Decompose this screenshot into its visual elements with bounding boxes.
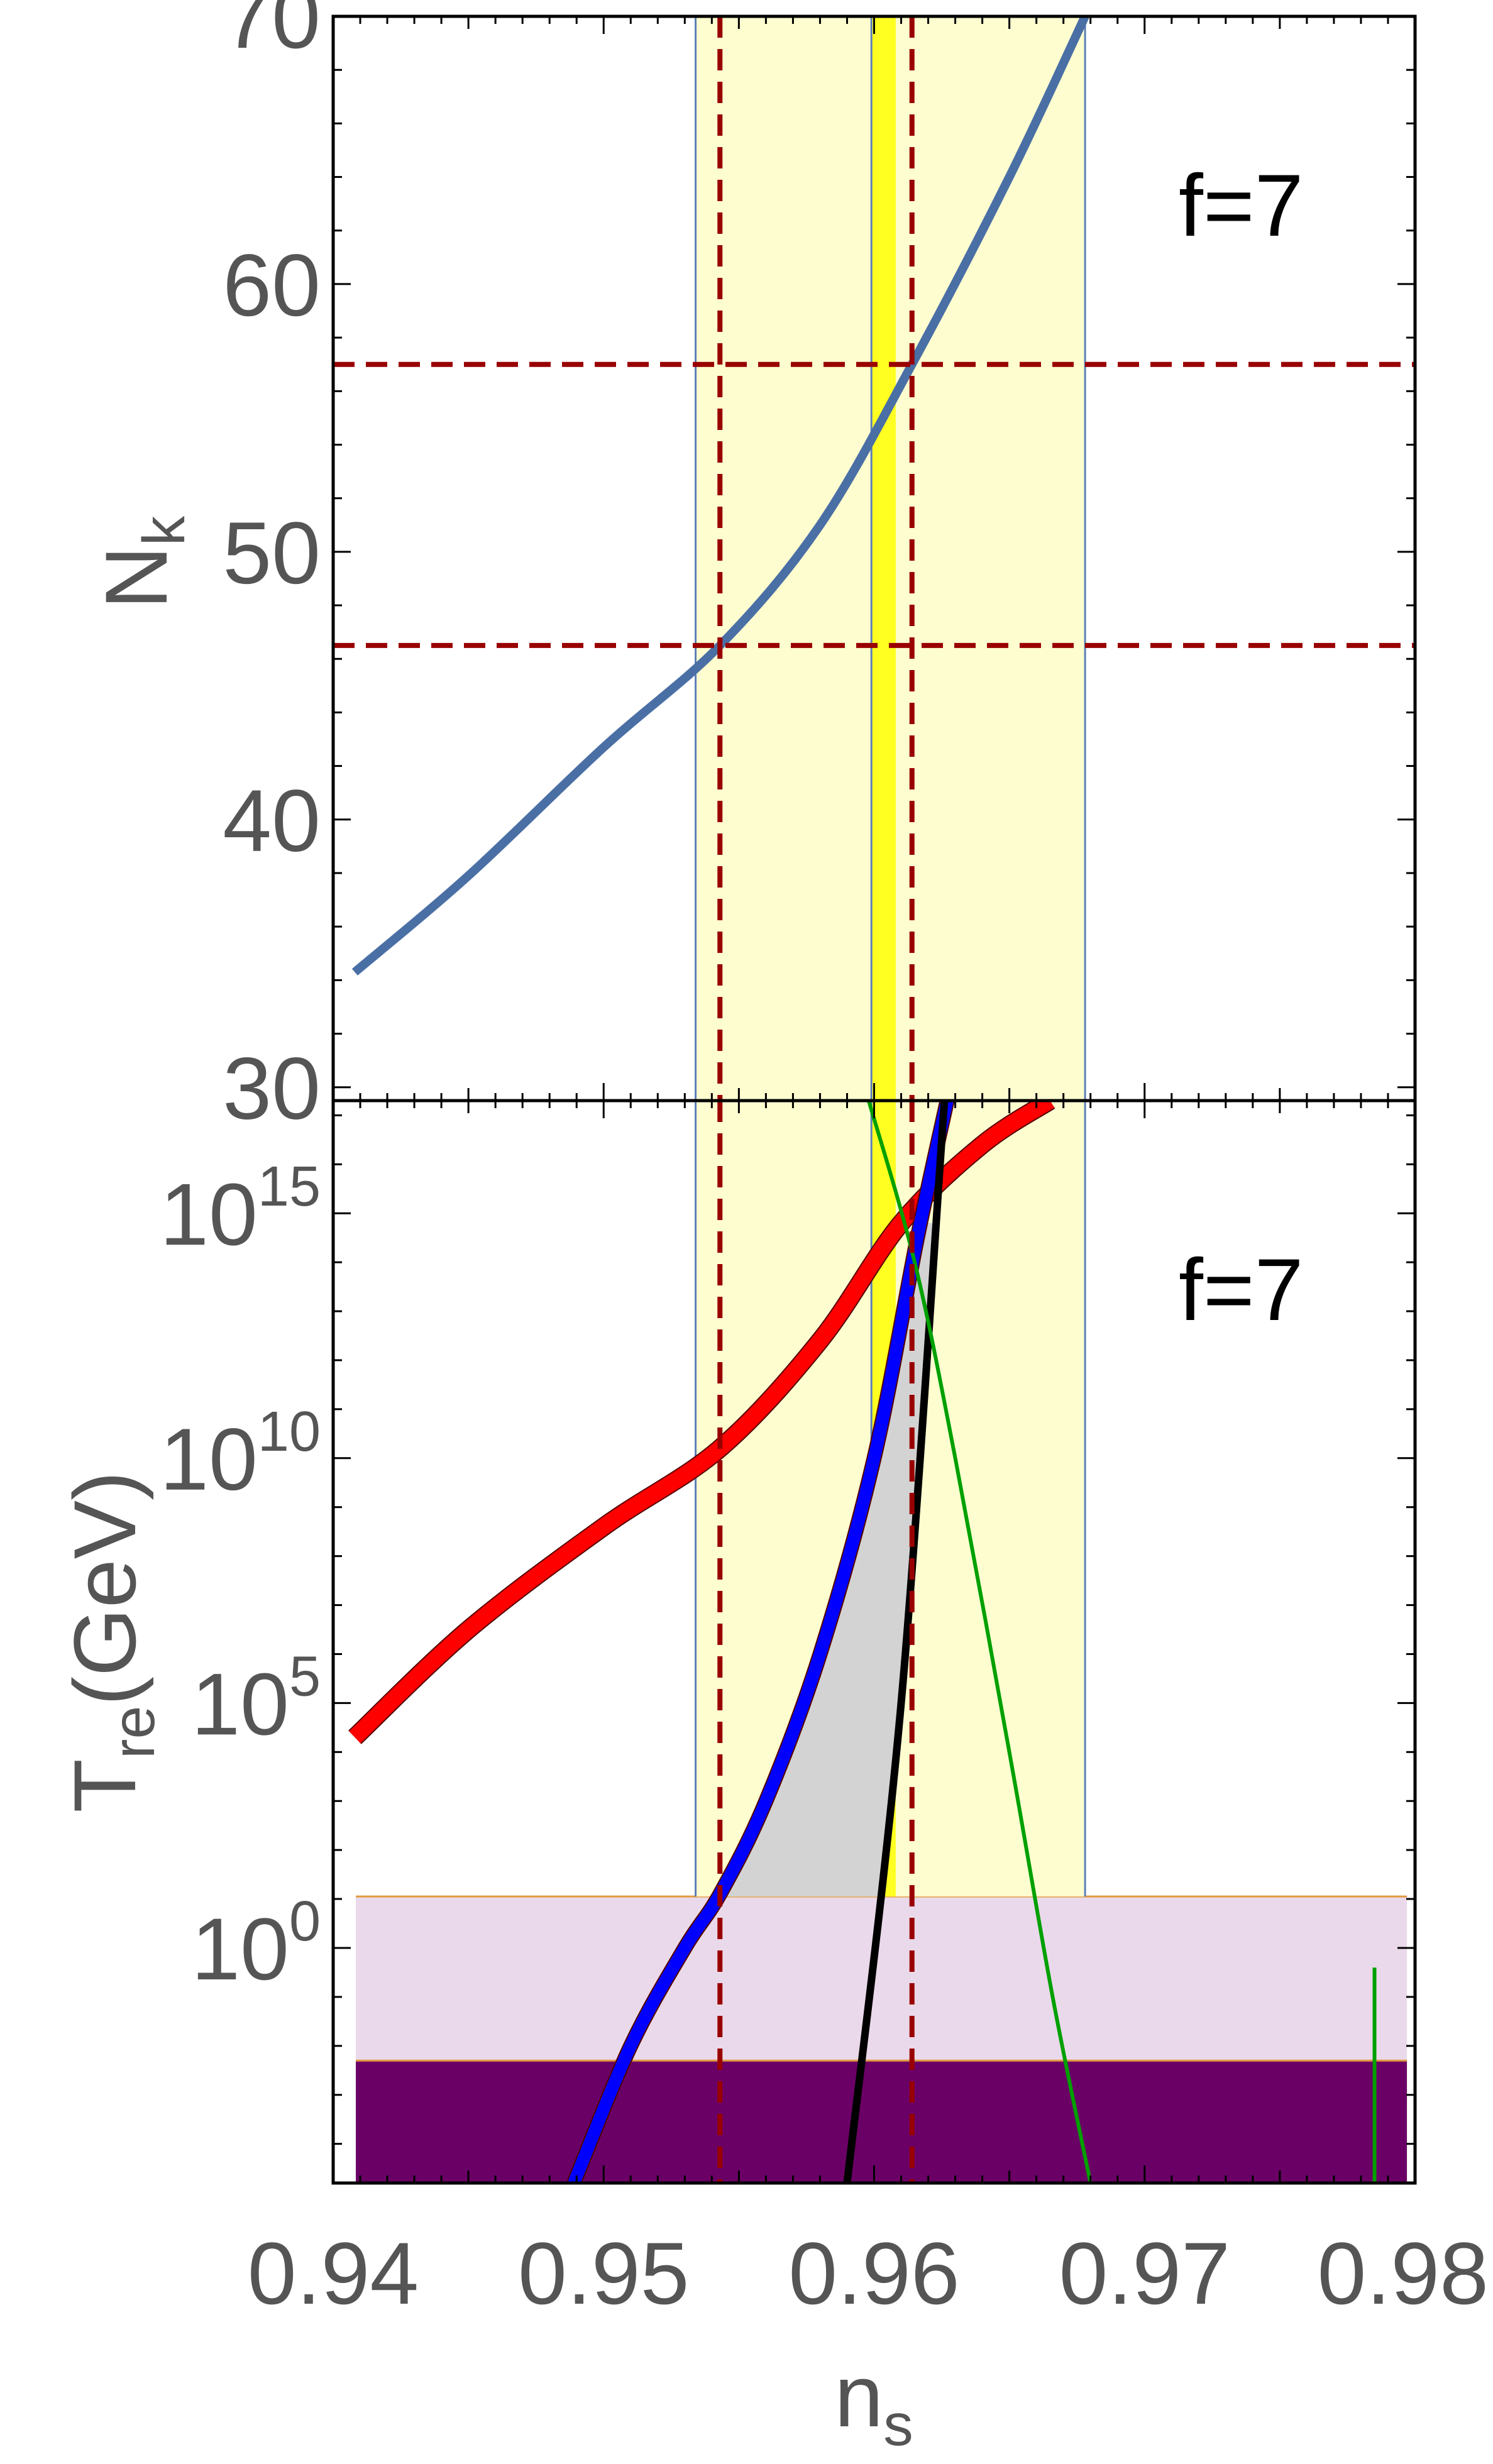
tick-base: 10 [191,1900,289,1998]
tick-marks [332,15,1416,2183]
bottom-x-tick-label: 0.98 [1318,2224,1489,2323]
bottom-y-tick-label: 100 [191,1890,321,1998]
top-y-axis-label: Nk [87,515,197,609]
top-annotation: f=7 [1179,156,1304,255]
top-y-tick-label: 70 [223,0,321,67]
top-y-label-main: N [87,546,185,609]
tick-base: 10 [160,1165,258,1263]
bottom-curve-series [867,1101,1093,2183]
tick-exponent: 15 [258,1155,321,1218]
x-label-main: n [834,2346,883,2445]
bottom-y-tick-label: 105 [191,1645,321,1753]
top-curve-series [351,16,1089,976]
top-y-tick-label: 60 [223,236,321,334]
top-panel [333,16,1415,1101]
tick-base: 10 [191,1654,289,1753]
bottom-x-tick-label: 0.96 [788,2224,959,2323]
bottom-annotation: f=7 [1179,1240,1304,1339]
bottom-y-label-sub: re [101,1706,167,1759]
tick-exponent: 10 [258,1400,321,1463]
bottom-panel [348,1101,1408,2183]
x-label-sub: s [883,2392,913,2458]
x-axis-label: ns [834,2346,913,2458]
bottom-y-axis-label: Tre(GeV) [55,1471,167,1812]
bottom-y-tick-label: 1010 [160,1400,321,1509]
top-y-tick-label: 30 [223,1039,321,1138]
tick-base: 10 [160,1410,258,1509]
bottom-shaded-region [718,1223,936,1897]
bottom-curve-series [349,1101,1055,1744]
svg-text:Tre(GeV): Tre(GeV) [55,1471,167,1812]
bottom-x-tick-label: 0.94 [248,2224,419,2323]
bottom-x-tick-label: 0.97 [1059,2224,1230,2323]
tick-exponent: 0 [289,1890,321,1953]
svg-text:Nk: Nk [87,515,197,609]
bottom-y-label-unit: (GeV) [55,1471,154,1705]
bottom-y-tick-label: 1015 [160,1155,321,1263]
top-y-tick-label: 40 [223,771,321,870]
top-band-strong [871,16,896,1101]
top-y-tick-label: 50 [223,503,321,602]
bottom-curve-series [568,1101,954,2183]
bottom-curve-series [843,1101,949,2183]
top-y-label-sub: k [131,515,197,546]
tick-exponent: 5 [289,1645,321,1708]
bottom-x-tick-label: 0.95 [518,2224,689,2323]
bottom-y-label-main: T [55,1759,154,1813]
bottom-band-dark [356,2060,1408,2183]
